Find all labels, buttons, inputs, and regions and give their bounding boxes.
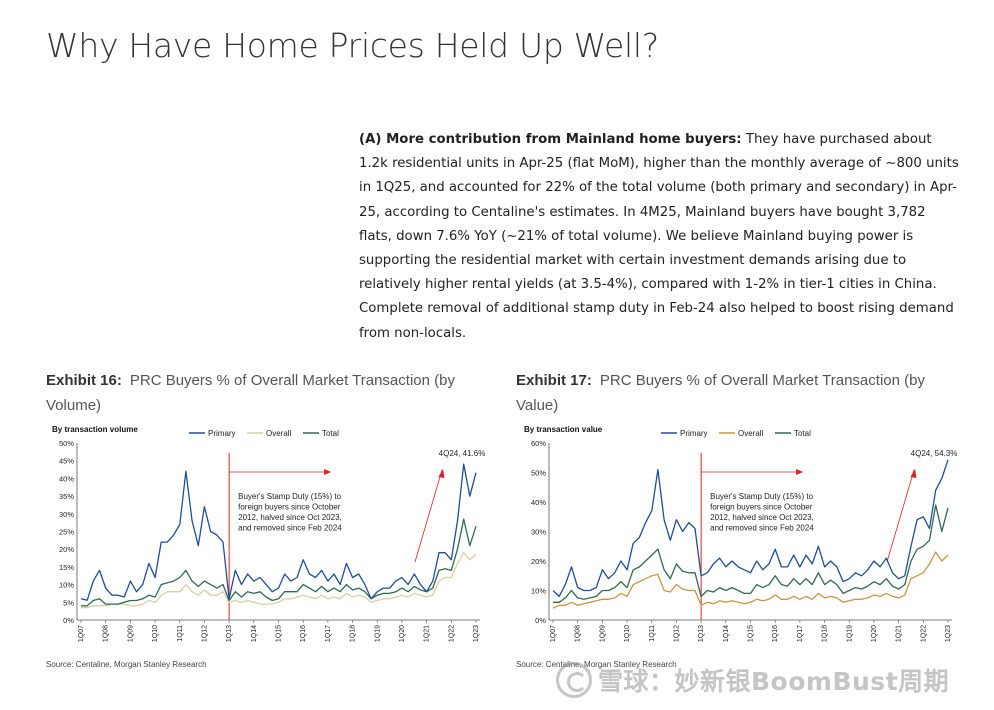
policy-arrowhead: [324, 469, 332, 475]
exhibit-16-title: PRC Buyers % of Overall Market Transacti…: [46, 372, 455, 414]
annotation-line: and removed since Feb 2024: [238, 524, 342, 533]
legend-label-overall: Overall: [266, 429, 292, 438]
x-tick-label: 1Q22: [920, 625, 927, 642]
x-tick-label: 1Q14: [723, 625, 730, 642]
x-tick-label: 1Q13: [698, 625, 705, 642]
exhibit-16-heading: Exhibit 16: PRC Buyers % of Overall Marke…: [46, 368, 476, 418]
x-tick-label: 1Q18: [350, 625, 357, 642]
exhibit-16-label: Exhibit 16:: [46, 372, 122, 389]
peak-arrowhead: [438, 469, 445, 478]
snowball-logo-icon: [556, 662, 592, 698]
page-title: Why Have Home Prices Held Up Well?: [46, 26, 660, 65]
annotation-line: 2012, halved since Oct 2023,: [238, 513, 342, 522]
exhibit-17-title: PRC Buyers % of Overall Market Transacti…: [516, 372, 925, 414]
x-tick-label: 1Q08: [103, 625, 110, 642]
series-line-primary: [80, 463, 477, 601]
x-tick-label: 1Q15: [276, 625, 283, 642]
y-tick-label: 0%: [535, 616, 546, 625]
x-tick-label: 1Q13: [226, 625, 233, 642]
chart-subtitle: By transaction volume: [52, 425, 138, 434]
x-tick-label: 1Q20: [871, 625, 878, 642]
watermark: 雪球：妙新银BoomBust周期: [556, 662, 949, 698]
x-tick-label: 1Q07: [550, 625, 557, 642]
y-tick-label: 10%: [59, 581, 74, 590]
body-paragraph: (A) More contribution from Mainland home…: [359, 128, 959, 346]
x-tick-label: 1Q16: [772, 625, 779, 642]
legend-label-overall: Overall: [738, 429, 764, 438]
x-tick-label: 1Q19: [374, 625, 381, 642]
y-tick-label: 50%: [59, 439, 74, 448]
x-tick-label: 1Q17: [325, 625, 332, 642]
annotation-line: foreign buyers since October: [238, 503, 341, 512]
peak-label: 4Q24, 41.6%: [439, 449, 486, 458]
x-tick-label: 1Q11: [649, 625, 656, 642]
exhibit-17-heading: Exhibit 17: PRC Buyers % of Overall Marke…: [516, 368, 946, 418]
y-tick-label: 15%: [59, 563, 74, 572]
y-tick-label: 45%: [59, 457, 74, 466]
x-tick-label: 1Q22: [448, 625, 455, 642]
y-tick-label: 35%: [59, 492, 74, 501]
y-tick-label: 30%: [531, 528, 546, 537]
series-line-overall: [552, 551, 949, 609]
legend-label-primary: Primary: [208, 429, 236, 438]
x-tick-label: 1Q21: [424, 625, 431, 642]
x-tick-label: 1Q15: [748, 625, 755, 642]
exhibit-16-source: Source: Centaline, Morgan Stanley Resear…: [46, 660, 207, 669]
x-tick-label: 1Q08: [575, 625, 582, 642]
y-tick-label: 20%: [59, 545, 74, 554]
y-tick-label: 40%: [531, 498, 546, 507]
x-tick-label: 1Q10: [624, 625, 631, 642]
watermark-text: 雪球：妙新银BoomBust周期: [598, 667, 950, 696]
x-tick-label: 1Q07: [78, 625, 85, 642]
x-tick-label: 1Q18: [822, 625, 829, 642]
y-tick-label: 10%: [531, 587, 546, 596]
y-tick-label: 50%: [531, 469, 546, 478]
peak-arrow: [414, 469, 443, 563]
x-tick-label: 1Q09: [599, 625, 606, 642]
annotation-line: Buyer's Stamp Duty (15%) to: [710, 492, 813, 501]
legend-label-total: Total: [794, 429, 811, 438]
exhibit-17-chart: By transaction value Primary Overall Total 0…: [524, 425, 958, 642]
series-line-primary: [552, 459, 949, 598]
legend-label-primary: Primary: [680, 429, 708, 438]
paragraph-lead: (A) More contribution from Mainland home…: [359, 132, 742, 147]
x-tick-label: 1Q20: [399, 625, 406, 642]
annotation-line: Buyer's Stamp Duty (15%) to: [238, 492, 341, 501]
policy-arrowhead: [796, 469, 804, 475]
x-tick-label: 1Q16: [300, 625, 307, 642]
x-tick-label: 1Q14: [251, 625, 258, 642]
annotation-line: and removed since Feb 2024: [710, 524, 814, 533]
peak-label: 4Q24, 54.3%: [911, 449, 958, 458]
y-tick-label: 20%: [531, 557, 546, 566]
x-tick-label: 1Q17: [797, 625, 804, 642]
x-tick-label: 1Q12: [673, 625, 680, 642]
peak-arrow: [886, 469, 915, 563]
annotation-line: 2012, halved since Oct 2023,: [710, 513, 814, 522]
chart-subtitle: By transaction value: [524, 425, 603, 434]
exhibit-17-source: Source: Centaline, Morgan Stanley Resear…: [516, 660, 677, 669]
x-tick-label: 1Q09: [127, 625, 134, 642]
y-tick-label: 5%: [63, 598, 74, 607]
annotation-line: foreign buyers since October: [710, 503, 813, 512]
x-tick-label: 1Q23: [473, 625, 480, 642]
x-tick-label: 1Q12: [201, 625, 208, 642]
series-line-overall: [81, 552, 477, 609]
x-tick-label: 1Q21: [896, 625, 903, 642]
x-tick-label: 1Q19: [846, 625, 853, 642]
x-tick-label: 1Q23: [945, 625, 952, 642]
y-tick-label: 30%: [59, 510, 74, 519]
exhibit-16-chart: By transaction volume Primary Overall Total…: [52, 425, 486, 642]
exhibit-17-label: Exhibit 17:: [516, 372, 592, 389]
y-tick-label: 0%: [63, 616, 74, 625]
paragraph-text: They have purchased about 1.2k residenti…: [359, 132, 959, 341]
y-tick-label: 60%: [531, 439, 546, 448]
series-line-total: [81, 518, 477, 607]
x-tick-label: 1Q11: [177, 625, 184, 642]
series-line-total: [553, 504, 949, 603]
y-tick-label: 25%: [59, 528, 74, 537]
legend-label-total: Total: [322, 429, 339, 438]
x-tick-label: 1Q10: [152, 625, 159, 642]
y-tick-label: 40%: [59, 474, 74, 483]
peak-arrowhead: [910, 469, 917, 478]
